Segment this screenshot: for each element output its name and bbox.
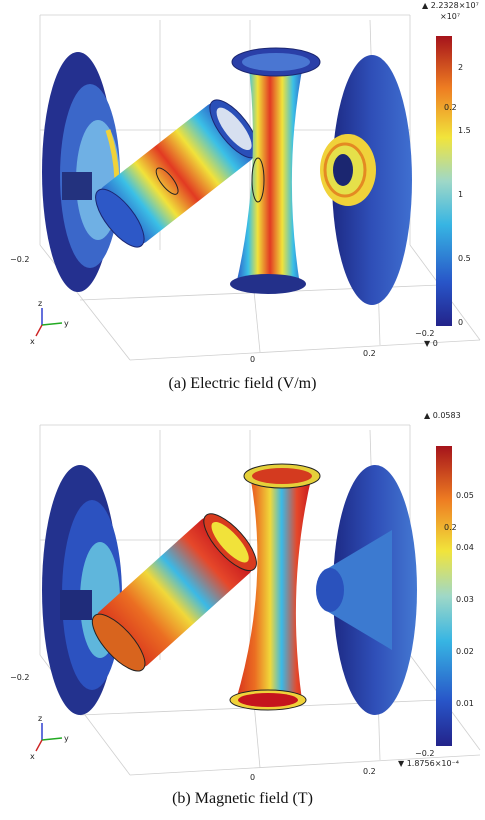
right-reflector: [316, 465, 417, 715]
electric-field-panel: ▲ 2.2328×10⁷ ×10⁷ 2 1.5 1 0.5 0 ▼ 0 −0.2…: [10, 1, 481, 392]
colorbar-max-label: ▲ 0.0583: [424, 411, 461, 420]
axis-tick-inner: 0.2: [444, 103, 457, 112]
colorbar-min-label: ▼ 1.8756×10⁻⁴: [398, 759, 459, 768]
axis-tick-corner: −0.2: [415, 329, 434, 338]
triad-y-label: y: [64, 734, 69, 743]
colorbar-max-label: ▲ 2.2328×10⁷: [422, 1, 479, 10]
left-cylinder: [91, 513, 257, 672]
colorbar-tick: 0.5: [458, 254, 471, 263]
triad-x-label: x: [30, 337, 35, 346]
colorbar-tick: 0.03: [456, 595, 474, 604]
axis-tick-mid: 0: [250, 355, 255, 364]
left-reflector: [42, 52, 120, 292]
center-cylinder: [229, 463, 321, 711]
colorbar-tick: 0.01: [456, 699, 474, 708]
caption-magnetic-field: (b) Magnetic field (T): [172, 790, 313, 807]
axis-tick-right: 0.2: [363, 349, 376, 358]
left-reflector: [42, 465, 122, 715]
axis-tick-corner: −0.2: [415, 749, 434, 758]
colorbar-min-label: ▼ 0: [424, 339, 438, 348]
magnetic-field-plot: ▲ 0.0583 0.05 0.04 0.03 0.02 0.01 ▼ 1.87…: [10, 411, 481, 782]
colorbar-gradient: [436, 446, 452, 746]
axis-tick-left: −0.2: [10, 673, 29, 682]
electric-field-plot: ▲ 2.2328×10⁷ ×10⁷ 2 1.5 1 0.5 0 ▼ 0 −0.2…: [10, 1, 481, 364]
colorbar-tick: 0: [458, 318, 463, 327]
axis-triad: z y x: [30, 299, 69, 346]
triad-z-label: z: [38, 299, 42, 308]
magnetic-field-panel: ▲ 0.0583 0.05 0.04 0.03 0.02 0.01 ▼ 1.87…: [0, 410, 485, 820]
colorbar-tick: 0.02: [456, 647, 474, 656]
triad-y-label: y: [64, 319, 69, 328]
colorbar-gradient: [436, 36, 452, 326]
axis-tick-left: −0.2: [10, 255, 29, 264]
colorbar-tick: 1: [458, 190, 463, 199]
colorbar-tick: 0.04: [456, 543, 474, 552]
colorbar: ▲ 2.2328×10⁷ ×10⁷ 2 1.5 1 0.5 0 ▼ 0: [422, 1, 479, 348]
left-cylinder: [95, 99, 259, 248]
colorbar: ▲ 0.0583 0.05 0.04 0.03 0.02 0.01 ▼ 1.87…: [398, 411, 474, 768]
colorbar-tick: 1.5: [458, 126, 471, 135]
axis-tick-inner: 0.2: [444, 523, 457, 532]
axis-triad: z y x: [30, 714, 69, 761]
colorbar-tick: 0.05: [456, 491, 474, 500]
axis-tick-right: 0.2: [363, 767, 376, 776]
colorbar-exponent: ×10⁷: [440, 12, 460, 21]
center-cylinder: [230, 47, 321, 294]
colorbar-tick: 2: [458, 63, 463, 72]
triad-x-label: x: [30, 752, 35, 761]
caption-electric-field: (a) Electric field (V/m): [168, 375, 317, 392]
axis-tick-mid: 0: [250, 773, 255, 782]
right-reflector: [320, 55, 412, 305]
triad-z-label: z: [38, 714, 42, 723]
